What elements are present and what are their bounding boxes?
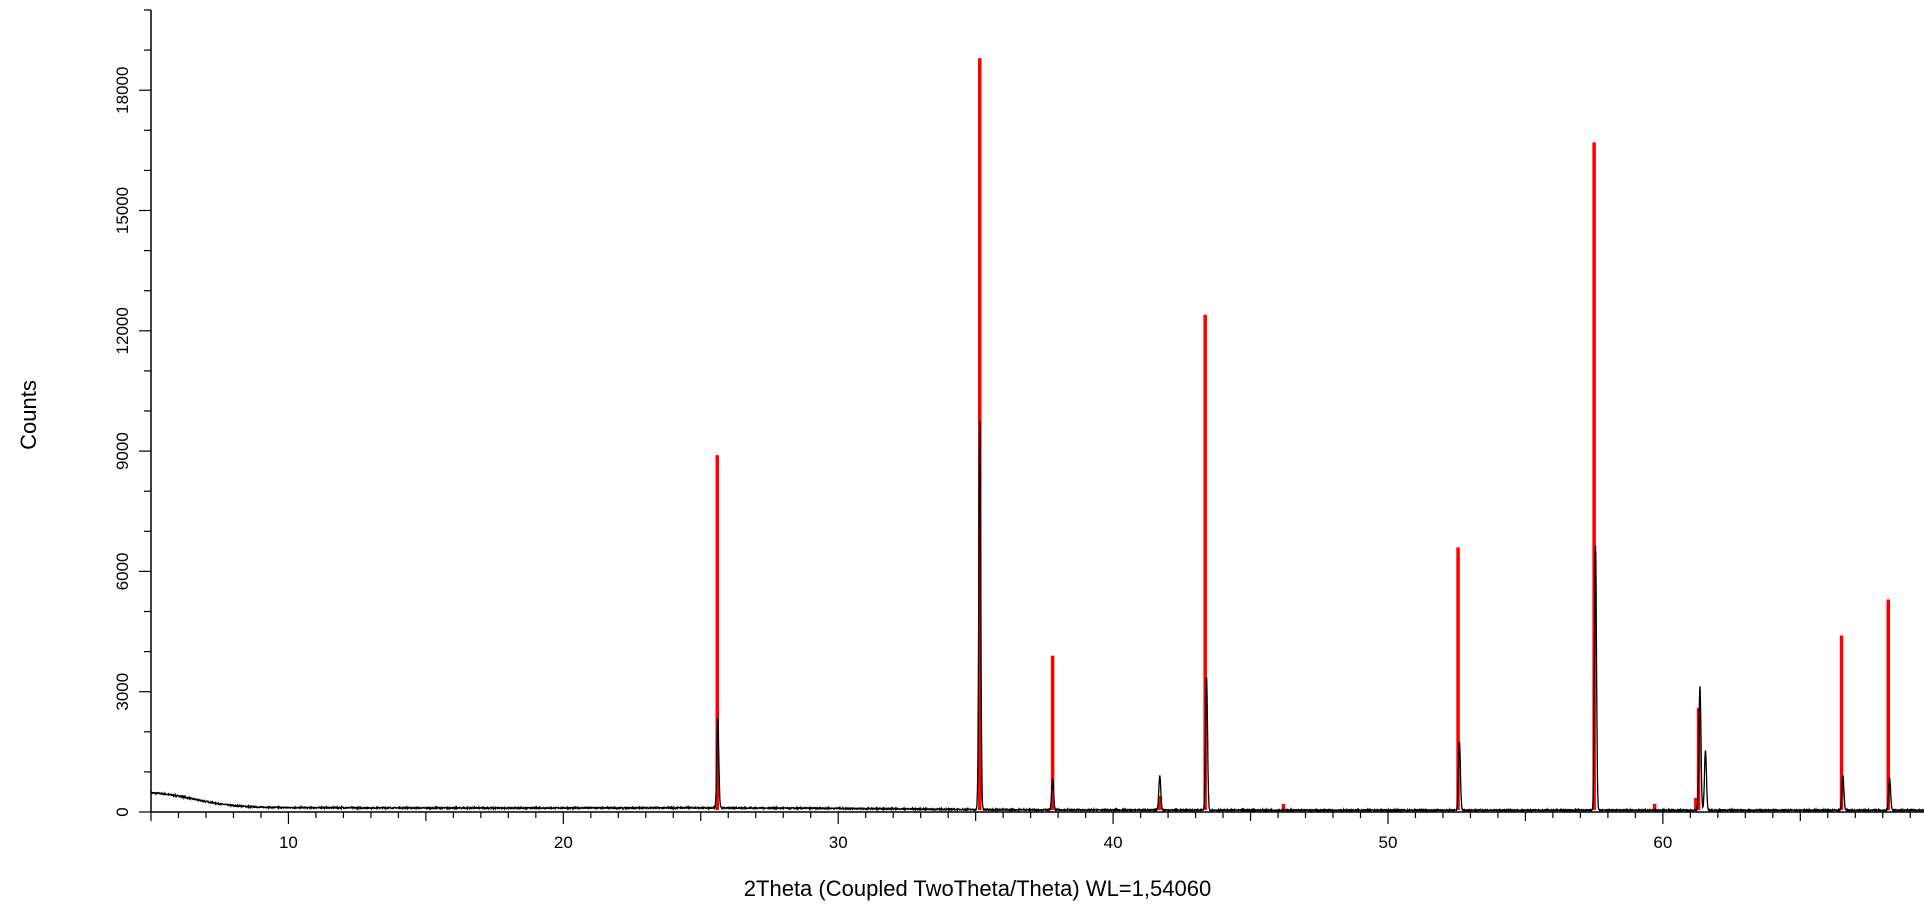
x-tick-label: 60 <box>1653 833 1672 852</box>
y-axis-title: Counts <box>16 380 41 450</box>
y-axis-ticks: 0 3000 6000 9000 12000 15000 18000 <box>113 9 151 817</box>
y-tick-label: 0 <box>113 807 132 816</box>
x-tick-label: 30 <box>829 833 848 852</box>
y-tick-label: 6000 <box>113 552 132 590</box>
y-tick-label: 9000 <box>113 432 132 470</box>
x-tick-label: 40 <box>1104 833 1123 852</box>
y-tick-label: 3000 <box>113 673 132 711</box>
x-tick-label: 20 <box>554 833 573 852</box>
x-axis-title: 2Theta (Coupled TwoTheta/Theta) WL=1,540… <box>744 876 1211 901</box>
reference-sticks <box>715 58 1891 810</box>
y-tick-label: 15000 <box>113 187 132 234</box>
y-tick-label: 18000 <box>113 67 132 114</box>
measured-pattern-line <box>150 420 1924 814</box>
y-tick-label: 12000 <box>113 307 132 354</box>
x-tick-label: 50 <box>1379 833 1398 852</box>
x-tick-label: 10 <box>279 833 298 852</box>
x-axis-ticks: 10 20 30 40 50 60 <box>150 812 1911 852</box>
plot-area <box>150 58 1924 814</box>
